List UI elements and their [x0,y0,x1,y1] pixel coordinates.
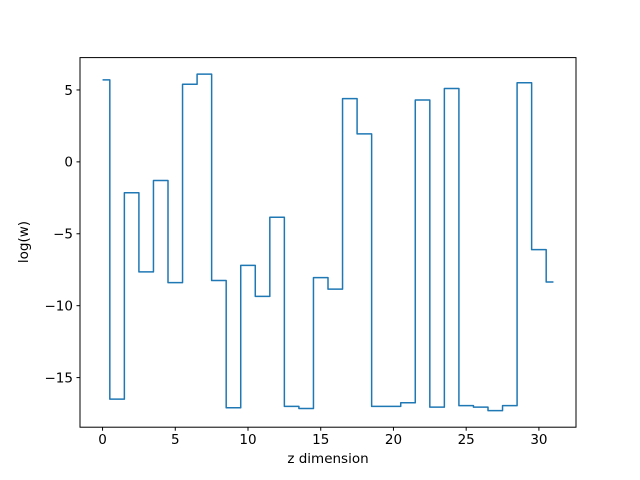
y-tick-label: −15 [45,370,74,386]
step-line-series [102,73,554,412]
x-tick-label: 25 [458,432,475,448]
y-tick-label: −5 [53,227,73,243]
x-tick-label: 15 [312,432,329,448]
y-tick-label: 5 [64,83,73,99]
y-tick-label: −10 [45,298,74,314]
x-tick-label: 5 [171,432,180,448]
y-tick-label: 0 [64,155,73,171]
axes-frame [79,57,577,428]
x-tick-label: 0 [98,432,107,448]
x-axis-label: z dimension [287,451,369,467]
x-tick-label: 10 [239,432,256,448]
x-tick-label: 20 [385,432,402,448]
x-tick-label: 30 [530,432,547,448]
y-axis-label: log(w) [16,220,32,264]
